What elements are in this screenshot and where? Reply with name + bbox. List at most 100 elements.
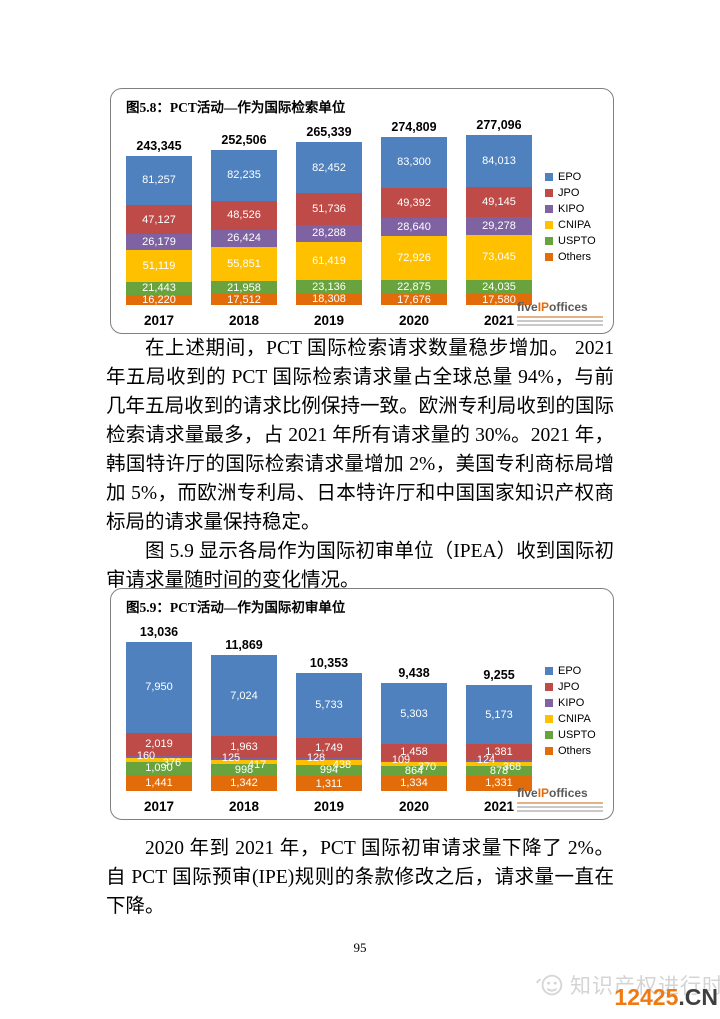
segment-value-label: 1,458 bbox=[400, 746, 428, 759]
fiveipoffices-logo-text: fiveIPoffices bbox=[517, 786, 603, 800]
segment-value-label: 82,235 bbox=[227, 169, 261, 182]
logo-five: five bbox=[517, 300, 538, 314]
segment-value-label: 47,127 bbox=[142, 213, 176, 226]
legend-swatch bbox=[545, 173, 553, 181]
segment-value-label: 1,334 bbox=[400, 777, 428, 790]
body-text-block: 2020 年到 2021 年，PCT 国际初审请求量下降了 2%。自 PCT 国… bbox=[106, 834, 614, 921]
bar-total-label: 243,345 bbox=[136, 138, 182, 153]
legend-item-jpo: JPO bbox=[545, 187, 596, 199]
chart-title: 图5.8：PCT活动—作为国际检索单位 bbox=[126, 100, 346, 115]
stacked-bar-2017: 243,345 81,257 47,127 26,179 51,119 21,443 16,… bbox=[126, 138, 192, 306]
bar-total-label: 265,339 bbox=[306, 125, 352, 140]
chart-legend: EPO JPO KIPO CNIPA USPTO Others bbox=[545, 171, 596, 263]
figure-5-8-chart: 图5.8：PCT活动—作为国际检索单位 243,345 81,257 47,127 2… bbox=[110, 88, 614, 334]
bar-stack: 83,300 49,392 28,640 72,926 22,875 17,676 bbox=[381, 136, 447, 306]
segment-value-label: 5,173 bbox=[485, 708, 513, 721]
legend-swatch bbox=[545, 237, 553, 245]
bar-segment-cnipa: 55,851 bbox=[211, 246, 277, 281]
bar-segment-jpo: 49,392 bbox=[381, 187, 447, 218]
segment-value-label: 84,013 bbox=[482, 154, 516, 167]
bar-segment-cnipa: 61,419 bbox=[296, 241, 362, 280]
bar-segment-cnipa: 72,926 bbox=[381, 235, 447, 281]
legend-swatch bbox=[545, 205, 553, 213]
legend-swatch bbox=[545, 667, 553, 675]
segment-value-label: 72,926 bbox=[397, 251, 431, 264]
segment-value-label: 1,441 bbox=[145, 776, 173, 789]
bar-segment-cnipa: 51,119 bbox=[126, 250, 192, 282]
legend-item-epo: EPO bbox=[545, 171, 596, 183]
stacked-bar-2018: 252,506 82,235 48,526 26,424 55,851 21,958 17,… bbox=[211, 133, 277, 306]
bar-segment-others: 1,441 bbox=[126, 774, 192, 791]
segment-value-label: 417 bbox=[247, 758, 267, 771]
legend-item-cnipa: CNIPA bbox=[545, 219, 596, 231]
bar-segment-epo: 5,303 bbox=[381, 683, 447, 744]
segment-value-label: 24,035 bbox=[482, 280, 516, 293]
segment-value-label: 1,342 bbox=[230, 777, 258, 790]
legend-label: CNIPA bbox=[558, 713, 591, 725]
segment-value-label: 51,736 bbox=[312, 202, 346, 215]
paragraph-figure-5-9-intro: 图 5.9 显示各局作为国际初审单位（IPEA）收到国际初审请求量随时间的变化情… bbox=[106, 541, 614, 591]
watermark: 知识产权进行时 12425.CN bbox=[536, 964, 720, 1016]
segment-value-label: 29,278 bbox=[482, 219, 516, 232]
bar-segment-others: 1,342 bbox=[211, 775, 277, 791]
bar-segment-kipo: 28,640 bbox=[381, 217, 447, 236]
bar-segment-epo: 82,452 bbox=[296, 142, 362, 193]
legend-item-kipo: KIPO bbox=[545, 697, 596, 709]
segment-value-label: 5,303 bbox=[400, 707, 428, 720]
legend-label: USPTO bbox=[558, 729, 596, 741]
watermark-doodle-icon bbox=[536, 974, 563, 996]
bar-segment-uspto: 1,090 bbox=[126, 762, 192, 775]
page-number: 95 bbox=[353, 940, 367, 955]
bar-stack: 5,303 1,458 109 370 864 1,334 bbox=[381, 683, 447, 791]
segment-value-label: 864 bbox=[404, 764, 424, 777]
bar-total-label: 9,255 bbox=[483, 668, 515, 683]
chart-plot-area: 243,345 81,257 47,127 26,179 51,119 21,443 16,… bbox=[126, 113, 547, 306]
segment-value-label: 368 bbox=[502, 760, 522, 773]
segment-value-label: 109 bbox=[391, 754, 411, 767]
legend-label: JPO bbox=[558, 187, 580, 199]
bar-segment-uspto: 21,958 bbox=[211, 280, 277, 295]
watermark-site-text: 12425.CN bbox=[614, 984, 718, 1011]
segment-value-label: 998 bbox=[234, 764, 254, 776]
bar-segment-others: 1,331 bbox=[466, 775, 532, 791]
logo-offices: offices bbox=[549, 786, 588, 800]
chart-legend: EPO JPO KIPO CNIPA USPTO Others bbox=[545, 665, 596, 757]
segment-value-label: 21,958 bbox=[227, 281, 261, 294]
bar-segment-epo: 5,733 bbox=[296, 672, 362, 739]
bar-total-label: 10,353 bbox=[309, 655, 349, 670]
chart-title: 图5.9：PCT活动—作为国际初审单位 bbox=[126, 600, 346, 615]
bar-segment-kipo: 26,179 bbox=[126, 234, 192, 251]
paragraph-ipea-decline: 2020 年到 2021 年，PCT 国际初审请求量下降了 2%。自 PCT 国… bbox=[106, 838, 614, 917]
legend-label: KIPO bbox=[558, 697, 585, 709]
x-axis-year-label: 2018 bbox=[228, 313, 260, 328]
bar-segment-kipo: 29,278 bbox=[466, 216, 532, 235]
bar-segment-others: 1,334 bbox=[381, 775, 447, 791]
segment-value-label: 1,381 bbox=[485, 746, 513, 759]
bar-segment-others: 17,512 bbox=[211, 294, 277, 306]
bar-segment-cnipa: 438 bbox=[296, 759, 362, 771]
stacked-bar-2020: 274,809 83,300 49,392 28,640 72,926 22,875 17,… bbox=[381, 120, 447, 306]
x-axis-year-label: 2020 bbox=[398, 799, 430, 814]
bar-segment-uspto: 998 bbox=[211, 764, 277, 776]
bar-segment-kipo: 26,424 bbox=[211, 230, 277, 247]
logo-ip: IP bbox=[537, 786, 550, 800]
stacked-bar-2018: 11,869 7,024 1,963 125 417 998 1,342 bbox=[211, 638, 277, 791]
bar-segment-cnipa: 376 bbox=[126, 757, 192, 769]
legend-swatch bbox=[545, 221, 553, 229]
segment-value-label: 49,145 bbox=[482, 195, 516, 208]
watermark-site-number: 12425 bbox=[614, 984, 679, 1010]
fiveipoffices-logo: fiveIPoffices bbox=[517, 786, 603, 812]
x-axis-year-label: 2018 bbox=[228, 799, 260, 814]
bar-segment-jpo: 51,736 bbox=[296, 192, 362, 225]
segment-value-label: 1,331 bbox=[485, 777, 513, 790]
fiveipoffices-logo-text: fiveIPoffices bbox=[517, 300, 603, 314]
bar-segment-cnipa: 73,045 bbox=[466, 234, 532, 280]
chart-plot-area: 13,036 7,950 2,019 160 376 1,090 1,441 11,869 7,… bbox=[126, 620, 547, 791]
segment-value-label: 17,676 bbox=[397, 293, 431, 306]
legend-swatch bbox=[545, 747, 553, 755]
bar-segment-epo: 7,950 bbox=[126, 641, 192, 733]
segment-value-label: 26,179 bbox=[142, 236, 176, 249]
bar-total-label: 13,036 bbox=[139, 624, 179, 639]
segment-value-label: 51,119 bbox=[142, 260, 176, 273]
bar-segment-kipo: 160 bbox=[126, 750, 192, 762]
